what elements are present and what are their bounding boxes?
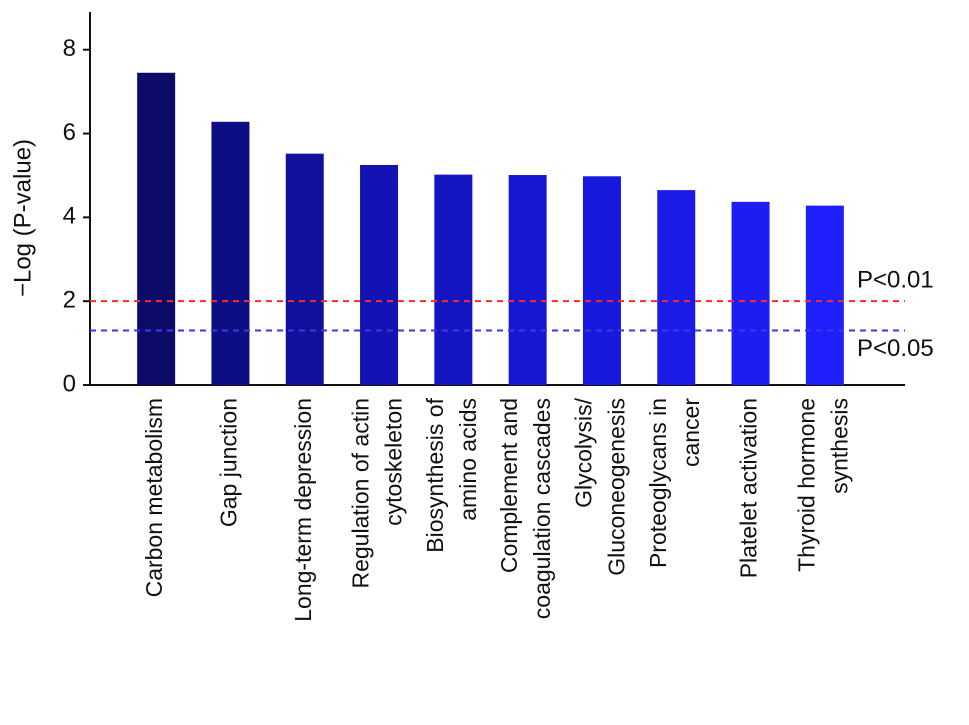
x-tick-label: Proteoglycans in cancer xyxy=(645,398,704,568)
x-tick-label-line: Regulation of actin xyxy=(348,398,374,589)
x-tick-label-line: Thyroid hormone xyxy=(793,398,819,572)
x-tick-label: Gap junction xyxy=(216,398,242,527)
x-tick-label-line: Gluconeogenesis xyxy=(604,398,630,576)
x-tick-label: Carbon metabolism xyxy=(141,398,167,597)
x-tick-label: Regulation of actin cytoskeleton xyxy=(348,398,407,589)
x-tick-label-line: Long-term depression xyxy=(290,398,316,622)
x-tick-label: Long-term depression xyxy=(290,398,316,622)
bar xyxy=(731,201,770,385)
x-tick-label-line: Gap junction xyxy=(216,398,242,527)
bar xyxy=(657,190,696,385)
y-tick-label: 2 xyxy=(63,287,76,314)
bar xyxy=(805,205,844,385)
y-tick-label: 4 xyxy=(63,203,76,230)
y-tick-label: 8 xyxy=(63,35,76,62)
reference-label: P<0.01 xyxy=(857,267,934,294)
x-tick-label-line: Complement and xyxy=(496,398,522,573)
y-tick-label: 0 xyxy=(63,370,76,397)
x-tick-label-line: Carbon metabolism xyxy=(141,398,167,597)
x-tick-label: Glycolysis/Gluconeogenesis xyxy=(571,397,630,575)
bar xyxy=(360,164,399,385)
x-tick-label-line: Biosynthesis of xyxy=(422,397,448,552)
x-tick-label: Biosynthesis of amino acids xyxy=(422,397,481,552)
x-tick-label: Platelet activation xyxy=(736,398,762,578)
y-axis-label: −Log (P-value) xyxy=(9,139,36,297)
bar xyxy=(211,121,250,385)
bar xyxy=(434,174,473,385)
bar xyxy=(137,72,176,386)
x-tick-label-line: cytoskeleton xyxy=(381,398,407,526)
x-tick-label-line: cancer xyxy=(678,398,704,467)
x-tick-label-line: Proteoglycans in xyxy=(645,398,671,568)
x-tick-label-line: amino acids xyxy=(455,398,481,521)
reference-label: P<0.05 xyxy=(857,335,934,362)
x-tick-label-line: Platelet activation xyxy=(736,398,762,578)
x-tick-label: Thyroid hormone synthesis xyxy=(793,398,852,572)
x-tick-label: Complement and coagulation cascades xyxy=(496,398,555,619)
x-tick-label-line: coagulation cascades xyxy=(529,398,555,619)
bar xyxy=(582,176,621,385)
x-tick-label-line: Glycolysis/ xyxy=(571,397,597,508)
y-tick-label: 6 xyxy=(63,119,76,146)
x-tick-label-line: synthesis xyxy=(826,398,852,494)
bar xyxy=(508,175,547,385)
bar xyxy=(285,153,324,385)
